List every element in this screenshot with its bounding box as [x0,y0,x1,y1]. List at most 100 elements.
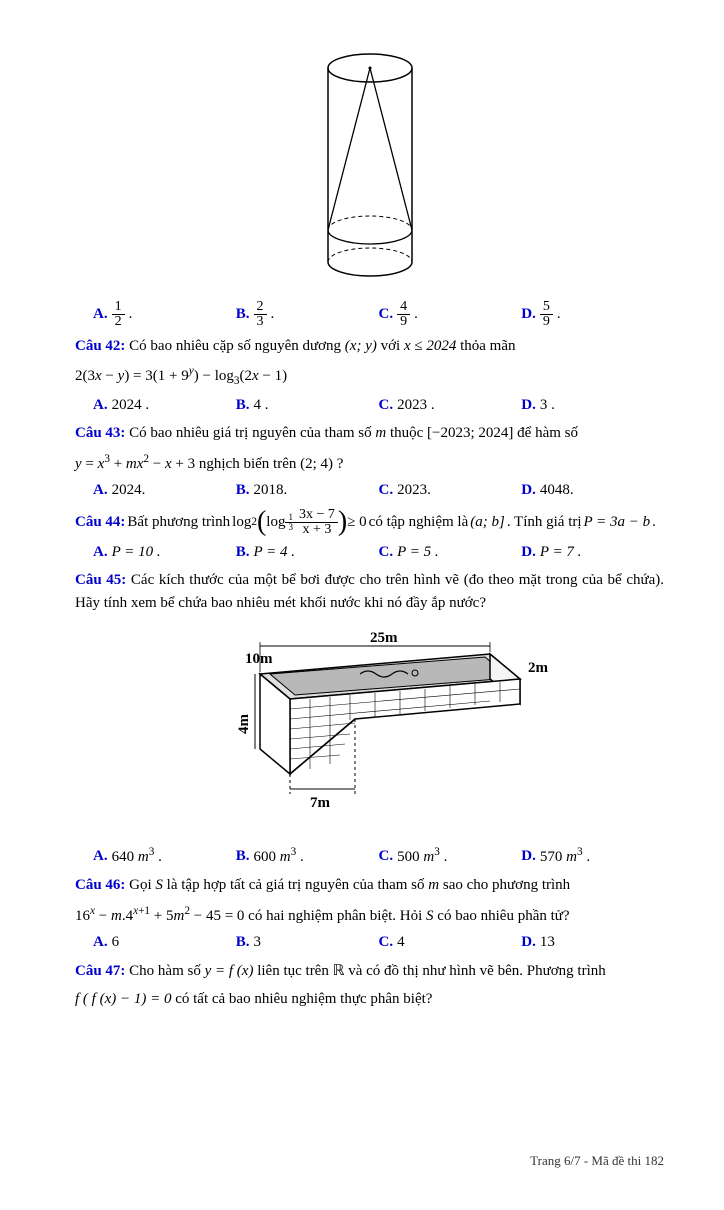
option-c: C.2023. [379,479,522,502]
option-b: B.4 . [236,394,379,417]
frac-num: 2 [254,300,267,315]
option-a: A.2024. [93,479,236,502]
q47-text-b: liên tục trên [257,963,332,979]
q46-text-d: có hai nghiệm phân biệt. Hỏi [248,908,426,924]
option-c: C.2023 . [379,394,522,417]
q46-text-c: sao cho phương trình [443,877,570,893]
q44-text-d: . [652,511,656,534]
figure-pool: 25m 10m 2m 4m 7m [75,624,664,832]
opt-d-text: 13 [540,931,555,954]
q45-text-a: Các kích thước của một bể bơi được cho t… [75,572,664,611]
q44-pexpr: P = 3a − b [584,511,651,534]
q43-label: Câu 43: [75,425,125,441]
q46-equation-line: 16x − m.4x+1 + 5m2 − 45 = 0 có hai nghiệ… [75,903,664,928]
dim-25m: 25m [370,630,398,646]
opt-d-text: P = 7 . [540,541,582,564]
pool-svg: 25m 10m 2m 4m 7m [190,624,550,824]
q44-label: Câu 44: [75,511,125,534]
question-47: Câu 47: Cho hàm số y = f (x) liên tục tr… [75,960,664,983]
opt-a-text: 2024 . [112,394,150,417]
dim-4m: 4m [236,714,252,735]
page-footer: Trang 6/7 - Mã đề thi 182 [75,1151,664,1171]
option-a: A.6 [93,931,236,954]
question-46: Câu 46: Gọi S là tập hợp tất cả giá trị … [75,874,664,897]
opt-c-text: 2023. [397,479,431,502]
inner-num: 3x − 7 [296,508,338,523]
q42-pair: (x; y) [345,338,377,354]
q46-label: Câu 46: [75,877,125,893]
q44-text-c: . Tính giá trị [507,511,582,534]
inner-den: x + 3 [296,523,338,537]
q47-text-a: Cho hàm số [129,963,204,979]
q45-options: A.640 m3 . B.600 m3 . C.500 m3 . D.570 m… [75,844,664,869]
q43-interval: [−2023; 2024] [427,425,513,441]
option-label-d: D. [521,303,536,326]
option-label-b: B. [236,303,250,326]
opt-b-text: 600 m3 . [254,844,304,869]
q43-domain: (2; 4) [300,456,333,472]
dim-2m: 2m [528,660,549,676]
q44-options: A.P = 10 . B.P = 4 . C.P = 5 . D.P = 7 . [75,541,664,564]
q44-text-b: có tập nghiệm là [369,511,469,534]
option-label-a: A. [93,303,108,326]
option-d: D.570 m3 . [521,844,664,869]
frac-num: 5 [540,300,553,315]
q42-text-a: Có bao nhiêu cặp số nguyên dương [129,338,345,354]
q43-text-c: để hàm số [517,425,578,441]
q43-text-d: nghịch biến trên [199,456,300,472]
question-42: Câu 42: Có bao nhiêu cặp số nguyên dương… [75,335,664,358]
cylinder-svg [310,50,430,280]
opt-b-text: P = 4 . [254,541,296,564]
question-45: Câu 45: Các kích thước của một bể bơi đư… [75,569,664,614]
q47-text-d: có tất cả bao nhiêu nghiệm thực phân biệ… [175,991,432,1007]
option-c: C.500 m3 . [379,844,522,869]
option-c: C.P = 5 . [379,541,522,564]
q47-fn: y = f (x) [205,963,254,979]
q46-m: m [428,877,439,893]
q42-options: A.2024 . B.4 . C.2023 . D.3 . [75,394,664,417]
option-b: B.3 [236,931,379,954]
q43-text-e: ? [337,456,344,472]
option-label-c: C. [379,303,394,326]
opt-c-text: 2023 . [397,394,435,417]
opt-b-text: 2018. [254,479,288,502]
opt-a-text: P = 10 . [112,541,161,564]
dim-7m: 7m [310,795,331,811]
opt-a-text: 640 m3 . [112,844,162,869]
frac-den: 2 [112,315,125,329]
option-b: B.2018. [236,479,379,502]
option-a: A.2024 . [93,394,236,417]
q47-R: ℝ [333,963,345,979]
q42-label: Câu 42: [75,338,125,354]
q46-text-e: có bao nhiêu phần tử? [437,908,569,924]
opt-d-text: 570 m3 . [540,844,590,869]
opt-c-text: P = 5 . [397,541,439,564]
frac-num: 4 [397,300,410,315]
opt-b-text: 3 [254,931,262,954]
q44-text-a: Bất phương trình [127,511,230,534]
option-b: B. 23. [236,300,379,329]
option-d: D.13 [521,931,664,954]
question-43: Câu 43: Có bao nhiêu giá trị nguyên của … [75,422,664,445]
q42-text-b: với [381,338,404,354]
option-a: A. 12. [93,300,236,329]
q47-label: Câu 47: [75,963,125,979]
q44-equation: log2 ( log13 3x − 7x + 3 ) ≥ 0 [232,508,367,537]
frac-den: 9 [397,315,410,329]
dim-10m: 10m [245,651,273,667]
q43-text-b: thuộc [390,425,427,441]
q47-text-c: và có đồ thị như hình vẽ bên. Phương trì… [348,963,606,979]
option-d: D.3 . [521,394,664,417]
option-a: A.P = 10 . [93,541,236,564]
opt-a-text: 6 [112,931,120,954]
opt-d-text: 3 . [540,394,555,417]
question-44: Câu 44: Bất phương trình log2 ( log13 3x… [75,508,664,537]
q46-S2: S [426,908,434,924]
q42-cond: x ≤ 2024 [404,338,456,354]
q43-options: A.2024. B.2018. C.2023. D.4048. [75,479,664,502]
q47-equation-line: f ( f (x) − 1) = 0 có tất cả bao nhiêu n… [75,988,664,1011]
opt-b-text: 4 . [254,394,269,417]
q46-options: A.6 B.3 C.4 D.13 [75,931,664,954]
option-a: A.640 m3 . [93,844,236,869]
q47-equation: f ( f (x) − 1) = 0 [75,991,171,1007]
